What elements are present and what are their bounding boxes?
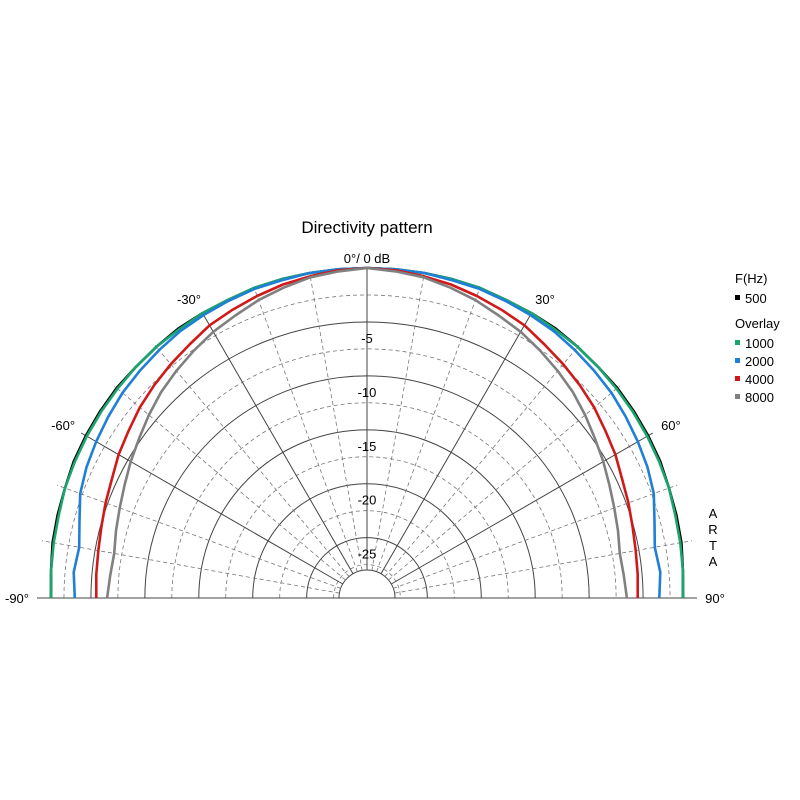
minor-spoke [309,272,363,571]
brand-letter: A [709,506,718,521]
major-spoke [390,432,654,585]
minor-ring [63,294,671,599]
minor-spoke [253,287,358,572]
chart-title: Directivity pattern [301,218,432,237]
major-spoke [201,311,354,575]
brand-letter: T [709,538,717,553]
radial-tick-label: -20 [358,493,377,508]
legend-entry: 1000 [745,336,774,351]
radial-tick-label: -10 [358,385,377,400]
legend-swatch [735,295,740,300]
top-label: 0°/ 0 dB [344,251,390,266]
minor-ring [171,402,563,599]
legend-swatch [735,376,740,381]
legend-swatch [735,394,740,399]
axis-labels: Directivity pattern 0°/ 0 dB -5 -10 -15 -20… [5,218,725,606]
angle-tick-label: 60° [661,418,681,433]
radial-tick-label: -5 [361,331,373,346]
major-spoke [380,311,533,575]
brand-letter: R [708,522,717,537]
minor-spoke [384,344,580,577]
radial-tick-label: -15 [358,439,377,454]
angle-tick-label: 30° [535,292,555,307]
legend-overlay-heading: Overlay [735,316,780,331]
minor-spoke [154,344,350,577]
legend: F(Hz) Overlay 500 1000 2000 4000 8000 [735,271,780,405]
legend-swatch [735,340,740,345]
brand-letter: A [709,554,718,569]
legend-entry: 500 [745,291,767,306]
angle-tick-label: -90° [5,591,29,606]
minor-spoke [113,385,346,581]
legend-entry: 4000 [745,372,774,387]
series-8000 [105,266,629,599]
minor-spoke [393,484,678,589]
angle-tick-label: -30° [177,292,201,307]
minor-spoke [56,484,341,589]
minor-spoke [371,272,425,571]
legend-heading: F(Hz) [735,271,768,286]
legend-entry: 8000 [745,390,774,405]
angle-tick-label: -60° [51,418,75,433]
legend-entry: 2000 [745,354,774,369]
legend-swatch [735,358,740,363]
curves [49,266,685,599]
polar-grid [37,268,697,599]
angle-tick-label: 90° [705,591,725,606]
major-spoke [80,432,344,585]
radial-tick-label: -25 [358,547,377,562]
minor-spoke [394,540,693,594]
minor-spoke [41,540,340,594]
minor-spoke [388,385,621,581]
minor-spoke [376,287,481,572]
minor-ring [117,348,617,599]
